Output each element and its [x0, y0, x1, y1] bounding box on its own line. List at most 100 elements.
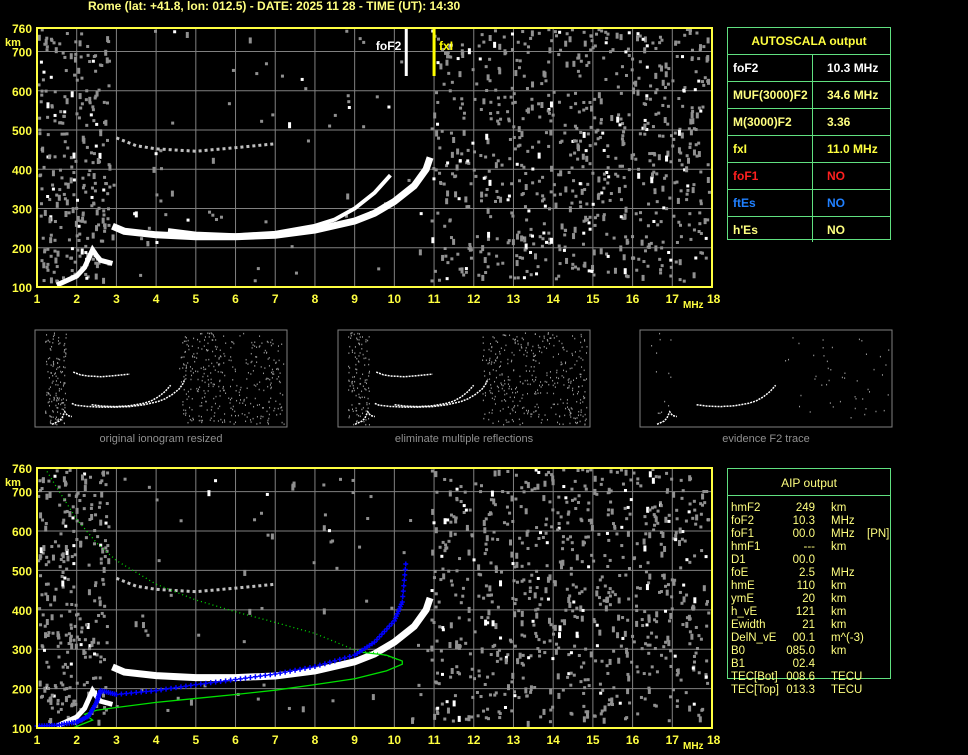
- thumbnail-noise: [201, 332, 203, 335]
- noise-dot: [450, 80, 454, 84]
- noise-dot: [575, 554, 579, 561]
- aip-title: AIP output: [728, 469, 890, 496]
- thumbnail-noise: [60, 370, 62, 373]
- noise-dot: [692, 149, 696, 156]
- thumbnail-noise: [537, 344, 539, 347]
- thumbnail-noise: [278, 375, 280, 378]
- thumbnail-noise: [201, 397, 203, 399]
- aip-row: foF2 10.3 MHz: [731, 515, 931, 528]
- thumbnail-noise: [186, 398, 188, 401]
- noise-dot: [704, 256, 708, 260]
- noise-dot: [511, 562, 515, 566]
- thumbnail-noise: [364, 388, 366, 390]
- noise-dot: [688, 630, 692, 634]
- noise-dot: [66, 650, 70, 654]
- noise-dot: [660, 38, 664, 42]
- noise-dot: [441, 628, 445, 632]
- thumbnail-noise: [368, 423, 370, 426]
- thumbnail-noise: [534, 405, 536, 408]
- aip-value: ---: [803, 541, 816, 553]
- thumbnail-noise: [670, 339, 672, 341]
- noise-dot: [106, 217, 110, 221]
- noise-dot: [67, 211, 71, 215]
- noise-dot: [103, 229, 107, 233]
- aip-rows: hmF2 249 km foF2 10.3 MHz foF1 00.0 MHz [PN] hmF1-…: [731, 502, 931, 697]
- thumbnail-noise: [572, 335, 574, 337]
- thumbnail-noise: [348, 371, 350, 374]
- noise-dot: [538, 115, 542, 119]
- noise-dot: [77, 224, 81, 228]
- thumbnail-noise: [194, 360, 196, 363]
- noise-dot: [642, 672, 646, 676]
- noise-dot: [653, 515, 657, 519]
- noise-dot: [344, 214, 348, 218]
- thumbnail-noise: [212, 383, 214, 385]
- noise-dot: [60, 553, 64, 557]
- thumbnail-noise: [523, 353, 525, 356]
- noise-dot: [656, 223, 660, 227]
- noise-dot: [561, 688, 565, 692]
- noise-dot: [489, 653, 493, 657]
- noise-dot: [617, 187, 621, 194]
- noise-dot: [100, 491, 104, 498]
- thumbnail-noise: [277, 407, 279, 410]
- fit-point: [302, 665, 308, 671]
- fit-point: [282, 669, 288, 675]
- noise-dot: [639, 695, 643, 699]
- noise-dot: [607, 175, 611, 179]
- thumbnail-noise: [183, 413, 185, 415]
- thumbnail-noise: [64, 374, 66, 377]
- noise-dot: [464, 508, 468, 512]
- thumbnail-noise: [354, 356, 356, 358]
- noise-dot: [578, 591, 582, 595]
- noise-dot: [528, 589, 532, 593]
- thumbnail-noise: [356, 338, 358, 341]
- thumbnail-noise: [243, 398, 245, 401]
- noise-dot: [99, 543, 103, 547]
- thumbnail-noise: [212, 350, 214, 353]
- thumbnail-noise: [489, 359, 491, 362]
- noise-dot: [620, 137, 624, 141]
- thumbnail-noise: [264, 367, 266, 369]
- thumbnail-noise: [483, 417, 485, 420]
- aip-row: B0 085.0 km: [731, 645, 931, 658]
- thumbnail-noise: [351, 390, 353, 393]
- thumbnail-noise: [45, 340, 47, 343]
- noise-dot: [47, 479, 51, 483]
- noise-dot: [496, 605, 500, 609]
- noise-dot: [73, 624, 77, 628]
- noise-dot: [692, 183, 696, 187]
- noise-dot: [526, 546, 530, 550]
- noise-dot: [291, 483, 295, 487]
- x-tick-label: 10: [388, 292, 402, 306]
- thumbnail-noise: [503, 389, 505, 392]
- noise-dot: [697, 141, 701, 145]
- thumbnail-noise: [359, 343, 361, 346]
- noise-dot: [579, 680, 583, 684]
- noise-dot: [72, 562, 76, 566]
- noise-dot: [521, 676, 525, 680]
- thumbnail-noise: [513, 396, 515, 399]
- x-tick-label: 13: [507, 733, 521, 747]
- thumbnail-noise: [538, 416, 540, 418]
- noise-dot: [618, 574, 622, 578]
- noise-dot: [57, 544, 61, 548]
- noise-dot: [327, 529, 331, 533]
- thumbnail-noise: [543, 337, 545, 339]
- thumbnail-noise: [362, 353, 364, 356]
- noise-dot: [648, 643, 652, 647]
- thumbnail-noise: [540, 386, 542, 388]
- noise-dot: [69, 256, 73, 260]
- thumbnail-noise: [351, 351, 353, 353]
- noise-dot: [650, 665, 654, 669]
- thumbnail-noise: [583, 397, 585, 400]
- noise-dot: [557, 53, 561, 57]
- noise-dot: [501, 261, 505, 265]
- thumbnail-noise: [358, 393, 360, 396]
- noise-dot: [637, 167, 641, 171]
- thumbnail-noise: [55, 418, 57, 420]
- noise-dot: [102, 213, 106, 217]
- noise-dot: [513, 611, 517, 618]
- fit-point: [178, 684, 184, 690]
- thumbnail-noise: [56, 399, 58, 401]
